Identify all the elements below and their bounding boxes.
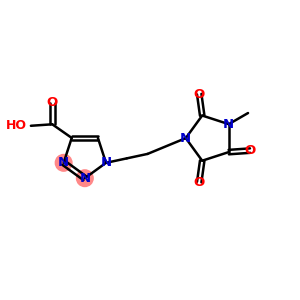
Text: N: N [223,118,234,131]
Text: N: N [79,172,90,185]
Text: HO: HO [6,119,27,132]
Circle shape [76,170,93,187]
Text: O: O [47,96,58,110]
Circle shape [55,154,72,171]
Text: O: O [244,144,256,157]
Text: N: N [180,132,191,145]
Text: N: N [58,156,69,169]
Text: O: O [194,88,205,101]
Text: O: O [194,176,205,189]
Text: N: N [100,156,112,169]
